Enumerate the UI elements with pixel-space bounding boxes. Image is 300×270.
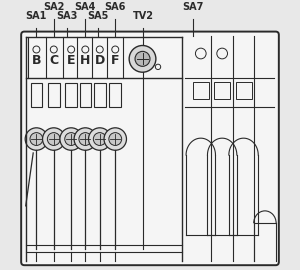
- Text: B: B: [32, 54, 41, 67]
- Text: H: H: [80, 54, 91, 67]
- Circle shape: [155, 64, 161, 70]
- FancyBboxPatch shape: [21, 32, 279, 265]
- Circle shape: [135, 51, 150, 66]
- Bar: [48, 83, 60, 107]
- Text: SA2: SA2: [43, 2, 64, 12]
- Circle shape: [93, 133, 106, 146]
- Bar: [193, 82, 209, 99]
- Text: E: E: [67, 54, 75, 67]
- Text: SA1: SA1: [26, 11, 47, 21]
- Text: SA4: SA4: [74, 2, 95, 12]
- Circle shape: [50, 46, 57, 53]
- Bar: [80, 83, 91, 107]
- Bar: [31, 83, 42, 107]
- Bar: [110, 83, 121, 107]
- Circle shape: [104, 128, 127, 150]
- Circle shape: [109, 133, 122, 146]
- Bar: [236, 82, 252, 99]
- Circle shape: [47, 133, 60, 146]
- Circle shape: [88, 128, 111, 150]
- Circle shape: [195, 48, 206, 59]
- Circle shape: [60, 128, 82, 150]
- Text: TV2: TV2: [133, 11, 154, 21]
- Bar: [214, 82, 230, 99]
- Text: C: C: [49, 54, 58, 67]
- Circle shape: [43, 128, 65, 150]
- Text: SA5: SA5: [87, 11, 109, 21]
- Text: SA3: SA3: [56, 11, 78, 21]
- Circle shape: [79, 133, 92, 146]
- Circle shape: [25, 128, 48, 150]
- Circle shape: [217, 48, 227, 59]
- Circle shape: [33, 46, 40, 53]
- Bar: [94, 83, 106, 107]
- Circle shape: [65, 133, 78, 146]
- Circle shape: [68, 46, 75, 53]
- Bar: [65, 83, 77, 107]
- Text: F: F: [111, 54, 119, 67]
- Circle shape: [30, 133, 43, 146]
- Circle shape: [129, 45, 156, 72]
- Text: SA6: SA6: [105, 2, 126, 12]
- Circle shape: [74, 128, 97, 150]
- Text: SA7: SA7: [182, 2, 203, 12]
- Circle shape: [82, 46, 89, 53]
- Text: D: D: [94, 54, 105, 67]
- Circle shape: [96, 46, 103, 53]
- Circle shape: [112, 46, 119, 53]
